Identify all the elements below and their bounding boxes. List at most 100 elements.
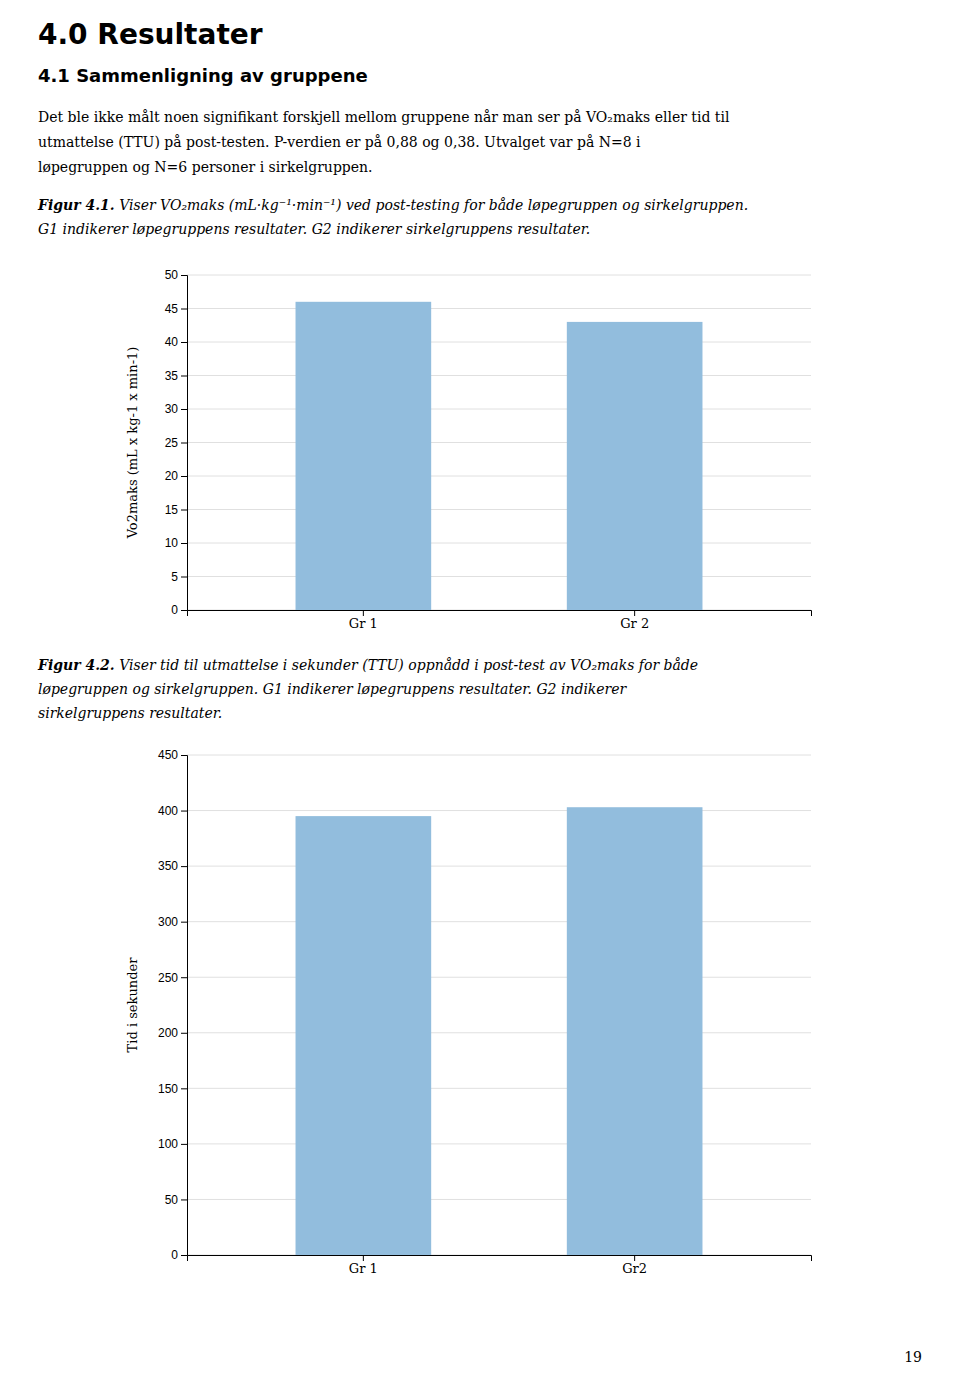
page-number: 19 [904, 1349, 922, 1365]
y-tick: 400 [158, 804, 187, 818]
bar [567, 807, 703, 1255]
y-tick-mark [181, 811, 187, 812]
bar [296, 302, 432, 610]
y-tick-mark [181, 275, 187, 276]
y-tick-label: 300 [158, 915, 178, 929]
grid-line [187, 866, 811, 867]
y-tick: 15 [165, 503, 187, 517]
y-tick-label: 150 [158, 1082, 178, 1096]
caption-text: Viser VO₂maks (mL·kg⁻¹·min⁻¹) ved post-t… [115, 197, 748, 213]
x-tick-label: Gr 1 [349, 616, 378, 631]
caption: Figur 4.1. Viser VO₂maks (mL·kg⁻¹·min⁻¹)… [37, 197, 748, 213]
y-tick-label: 10 [165, 536, 179, 550]
x-tick-label: Gr 2 [620, 616, 649, 631]
grid-line [187, 476, 811, 477]
y-tick-mark [181, 1199, 187, 1200]
y-tick-mark [181, 755, 187, 756]
y-tick-mark [181, 376, 187, 377]
y-tick: 0 [171, 1248, 187, 1262]
caption: Figur 4.2. Viser tid til utmattelse i se… [37, 657, 698, 673]
y-tick-label: 50 [165, 268, 179, 282]
caption-text: løpegruppen og sirkelgruppen. G1 indiker… [38, 681, 628, 697]
y-tick-mark [181, 922, 187, 923]
grid [187, 275, 811, 610]
y-axis-line [181, 276, 188, 611]
caption-text: Viser tid til utmattelse i sekunder (TTU… [115, 657, 698, 673]
grid-line [187, 409, 811, 410]
grid-line [187, 576, 811, 577]
y-tick-mark [181, 577, 187, 578]
y-tick-mark [181, 476, 187, 477]
grid-line [187, 442, 811, 443]
y-tick: 100 [158, 1137, 187, 1151]
y-tick-mark [181, 543, 187, 544]
y-tick-label: 45 [165, 302, 179, 316]
x-axis: Gr 1 Gr2 [188, 1255, 812, 1276]
y-tick: 30 [165, 402, 187, 416]
y-tick: 35 [165, 369, 187, 383]
grid-line [187, 308, 811, 309]
y-axis: 0 50 100 150 200 250 300 350 400 450 [158, 748, 188, 1262]
grid-line [187, 342, 811, 343]
x-tick-label: Gr 1 [349, 1261, 378, 1276]
caption-text: G1 indikerer løpegruppens resultater. G2… [38, 221, 590, 237]
y-tick: 350 [158, 859, 187, 873]
grid-line [187, 921, 811, 922]
chart: 05101520253035404550Gr 1Gr 2Vo2maks (mL … [125, 268, 812, 631]
grid-line [187, 275, 811, 276]
y-tick: 250 [158, 971, 187, 985]
bar [567, 322, 703, 610]
y-tick: 200 [158, 1026, 187, 1040]
y-tick-label: 0 [171, 603, 178, 617]
grid-line [187, 810, 811, 811]
grid-line [187, 755, 811, 756]
caption-text: sirkelgruppens resultater. [38, 705, 222, 721]
y-tick-label: 15 [165, 503, 179, 517]
y-tick-mark [181, 610, 187, 611]
y-tick: 20 [165, 469, 187, 483]
y-tick-mark [181, 977, 187, 978]
y-tick-label: 20 [165, 469, 179, 483]
page-title: 4.0 Resultater [38, 18, 263, 51]
x-tick: Gr 1 [349, 1255, 378, 1276]
y-tick: 40 [165, 335, 187, 349]
x-tick-mark [634, 610, 635, 616]
body-text: løpegruppen og N=6 personer i sirkelgrup… [38, 159, 373, 175]
grid-line [187, 1032, 811, 1033]
y-tick: 5 [171, 570, 187, 584]
y-tick-label: 450 [158, 748, 178, 762]
x-tick: Gr 1 [349, 610, 378, 631]
chart: 0 50 100 150 200 250 300 350 400 450 Gr 1 Gr2 Tid i … [125, 748, 812, 1276]
x-tick-label: Gr2 [622, 1261, 647, 1276]
grid-line [187, 977, 811, 978]
y-tick-mark [181, 409, 187, 410]
y-tick-mark [181, 1144, 187, 1145]
y-tick-label: 35 [165, 369, 179, 383]
y-tick-mark [181, 1255, 187, 1256]
y-tick: 50 [165, 268, 187, 282]
y-tick: 150 [158, 1082, 187, 1096]
grid [187, 755, 811, 1255]
x-tick-mark [363, 1255, 364, 1261]
y-axis-title: Tid i sekunder [125, 957, 140, 1053]
bars [296, 302, 703, 610]
y-tick-label: 400 [158, 804, 178, 818]
page: 4.0 Resultater4.1 Sammenligning av grupp… [0, 0, 960, 1379]
y-axis: 05101520253035404550 [165, 268, 188, 617]
y-tick-mark [181, 1088, 187, 1089]
bar [296, 816, 432, 1255]
y-tick: 450 [158, 748, 187, 762]
y-tick: 0 [171, 603, 187, 617]
y-tick: 45 [165, 302, 187, 316]
y-tick-label: 100 [158, 1137, 178, 1151]
y-axis-line [181, 756, 188, 1256]
y-tick-label: 5 [171, 570, 178, 584]
grid-line [187, 543, 811, 544]
y-tick-label: 0 [171, 1248, 178, 1262]
y-tick-label: 50 [165, 1193, 179, 1207]
y-tick-mark [181, 309, 187, 310]
y-tick: 10 [165, 536, 187, 550]
grid-line [187, 1088, 811, 1089]
x-tick: Gr 2 [620, 610, 649, 631]
x-tick-mark [634, 1255, 635, 1261]
